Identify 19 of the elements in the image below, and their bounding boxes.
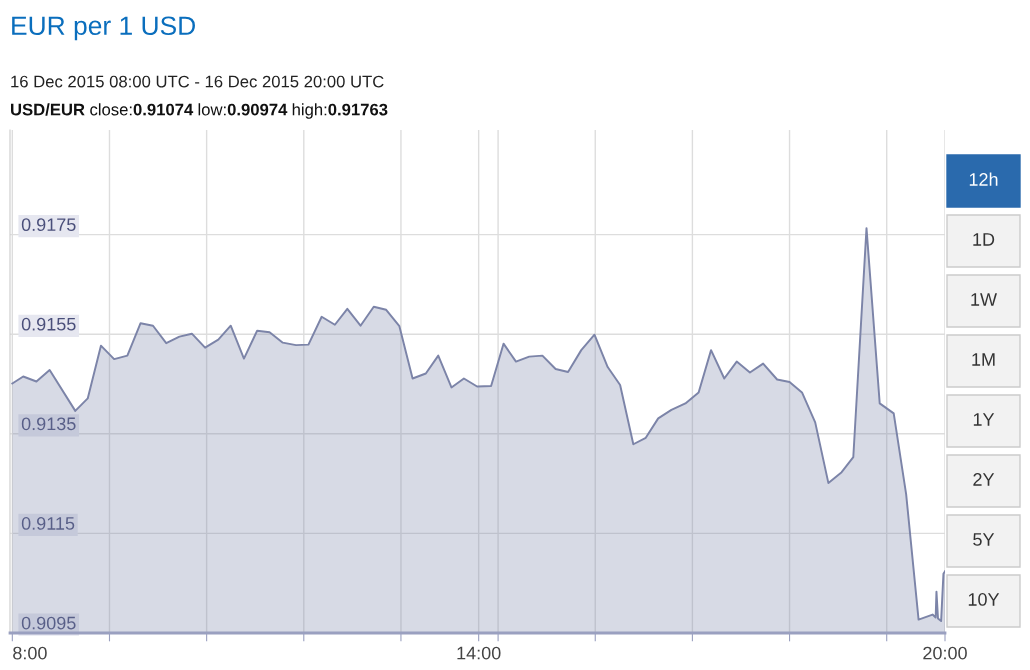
x-tick-label: 8:00	[13, 646, 47, 660]
y-tick-label: 0.9155	[21, 317, 76, 331]
y-tick-label: 0.9135	[21, 417, 76, 431]
x-tick-label: 14:00	[457, 646, 501, 660]
x-tick-label: 20:00	[923, 646, 967, 660]
text: 5Y	[973, 533, 995, 546]
text: 1D	[973, 233, 995, 246]
text: 2Y	[973, 473, 995, 486]
y-tick-label: 0.9095	[21, 616, 76, 630]
text: USD/EUR close:0.91074 low:0.90974 high:0.91763	[11, 103, 388, 119]
chart-subtitle: 16 Dec 2015 08:00 UTC - 16 Dec 2015 20:00 UTC	[11, 75, 384, 88]
text: 12h	[969, 172, 998, 186]
chart-title: EUR per 1 USD	[12, 16, 195, 41]
y-tick-label: 0.9115	[21, 517, 75, 530]
text: 10Y	[968, 593, 1000, 606]
text: 1M	[972, 353, 995, 366]
text: 1Y	[973, 413, 995, 426]
text: 1W	[971, 293, 997, 306]
y-tick-label: 0.9175	[21, 218, 76, 232]
